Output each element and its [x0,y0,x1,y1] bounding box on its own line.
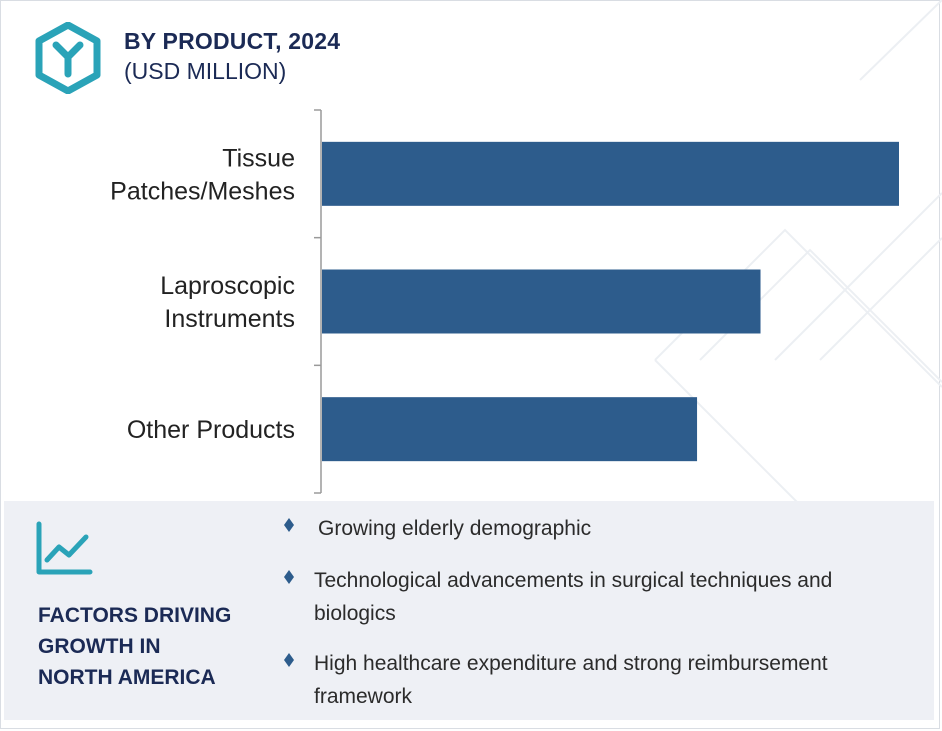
bar [322,269,761,334]
category-label-line: Laproscopic [160,272,295,300]
bar [322,141,899,206]
line-chart-trend-icon [36,521,93,575]
category-label: Laproscopic Instruments [160,272,295,333]
factors-heading: FACTORS DRIVING GROWTH IN NORTH AMERICA [38,600,258,693]
chart-title: BY PRODUCT, 2024 [124,28,341,54]
factors-heading-line: FACTORS DRIVING [38,604,232,627]
diamond-bullet-icon [284,653,294,667]
list-item-text: Growing elderly demographic [318,517,592,540]
bar [322,397,698,462]
factors-heading-line: GROWTH IN [38,635,161,658]
category-label-line: Instruments [164,305,295,333]
category-label-line: Other Products [127,416,295,444]
diamond-bullet-icon [284,518,294,532]
chart-subtitle: (USD MILLION) [124,58,287,84]
category-label: Other Products [127,416,295,444]
category-label-line: Tissue [222,144,295,172]
list-item-text: High healthcare expenditure and strong r… [314,652,828,708]
factors-panel [4,501,934,720]
hexagon-y-logo-icon [35,22,101,94]
factors-heading-line: NORTH AMERICA [38,666,216,689]
diamond-bullet-icon [284,570,294,584]
category-label: Tissue Patches/Meshes [110,144,295,205]
list-item-text: Technological advancements in surgical t… [314,569,833,625]
bar-chart: Tissue Patches/Meshes Laproscopic Instrumen… [110,109,899,494]
category-label-line: Patches/Meshes [110,177,295,205]
